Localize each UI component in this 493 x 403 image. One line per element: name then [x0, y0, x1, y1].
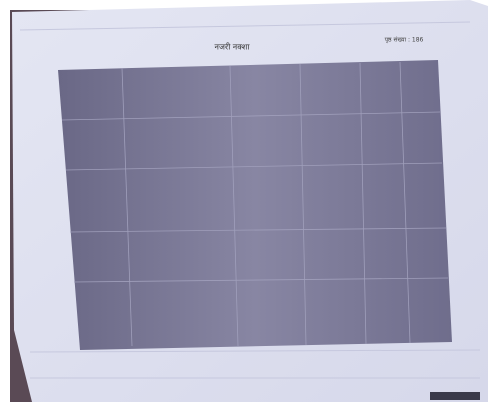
map-scan	[58, 60, 452, 350]
rule-line	[29, 349, 481, 353]
map-grid	[61, 61, 449, 347]
page-title: नजरी नक्शा	[215, 42, 251, 52]
page-number: पृष्ठ संख्या : 186	[385, 37, 424, 44]
rule-line	[19, 21, 471, 31]
corner-mark	[430, 392, 480, 400]
